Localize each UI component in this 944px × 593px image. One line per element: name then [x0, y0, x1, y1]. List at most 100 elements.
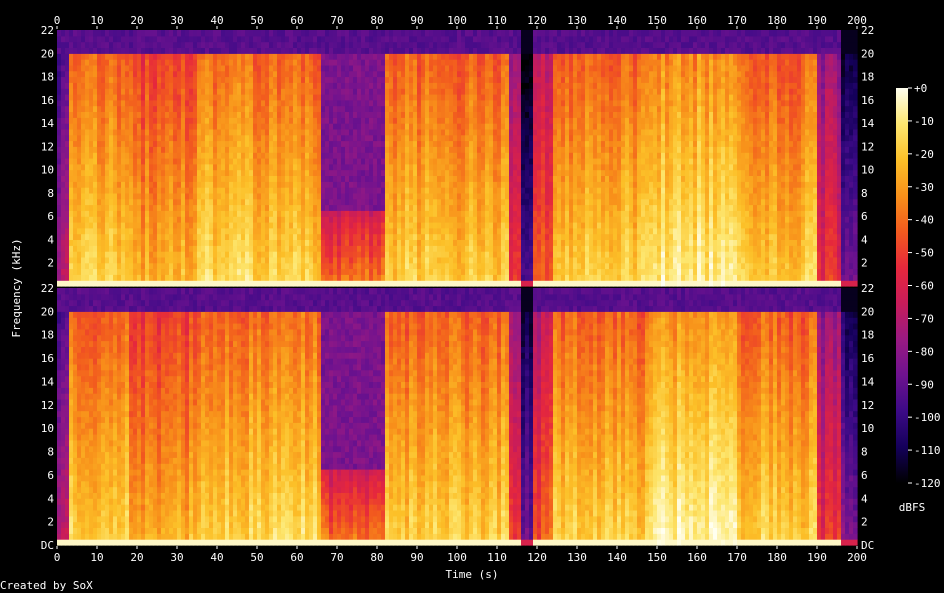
spectrogram-cell	[405, 42, 410, 48]
spectrogram-cell	[149, 199, 154, 205]
spectrogram-cell	[345, 123, 350, 129]
spectrogram-cell	[85, 141, 90, 147]
spectrogram-cell	[277, 263, 282, 269]
spectrogram-cell	[289, 112, 294, 118]
spectrogram-cell	[161, 141, 166, 147]
spectrogram-cell	[197, 77, 202, 83]
spectrogram-cell	[401, 251, 406, 257]
spectrogram-cell	[65, 187, 70, 193]
spectrogram-cell	[149, 42, 154, 48]
spectrogram-cell	[113, 193, 118, 199]
spectrogram-cell	[233, 280, 238, 286]
spectrogram-cell	[333, 30, 338, 36]
spectrogram-cell	[489, 30, 494, 36]
spectrogram-cell	[157, 164, 162, 170]
spectrogram-cell	[61, 129, 66, 135]
spectrogram-cell	[93, 117, 98, 123]
spectrogram-cell	[365, 181, 370, 187]
spectrogram-cell	[81, 164, 86, 170]
spectrogram-cell	[405, 257, 410, 263]
spectrogram-cell	[225, 187, 230, 193]
spectrogram-cell	[193, 53, 198, 59]
spectrogram-cell	[485, 245, 490, 251]
spectrogram-cell	[209, 30, 214, 36]
spectrogram-cell	[285, 280, 290, 286]
spectrogram-cell	[485, 199, 490, 205]
spectrogram-cell	[249, 141, 254, 147]
spectrogram-cell	[217, 117, 222, 123]
spectrogram-cell	[177, 176, 182, 182]
spectrogram-cell	[425, 257, 430, 263]
spectrogram-cell	[273, 257, 278, 263]
spectrogram-cell	[353, 141, 358, 147]
spectrogram-cell	[269, 269, 274, 275]
spectrogram-cell	[197, 123, 202, 129]
spectrogram-cell	[333, 240, 338, 246]
spectrogram-cell	[381, 158, 386, 164]
spectrogram-cell	[221, 187, 226, 193]
spectrogram-cell	[285, 257, 290, 263]
spectrogram-cell	[461, 135, 466, 141]
spectrogram-cell	[405, 222, 410, 228]
spectrogram-cell	[505, 274, 510, 280]
spectrogram-cell	[505, 245, 510, 251]
spectrogram-cell	[217, 240, 222, 246]
spectrogram-cell	[297, 129, 302, 135]
spectrogram-cell	[153, 181, 158, 187]
spectrogram-cell	[125, 158, 130, 164]
spectrogram-cell	[293, 129, 298, 135]
spectrogram-cell	[481, 59, 486, 65]
spectrogram-cell	[77, 240, 82, 246]
spectrogram-cell	[369, 164, 374, 170]
spectrogram-cell	[485, 36, 490, 42]
spectrogram-cell	[369, 30, 374, 36]
spectrogram-cell	[405, 187, 410, 193]
spectrogram-cell	[301, 146, 306, 152]
spectrogram-cell	[113, 141, 118, 147]
spectrogram-cell	[161, 30, 166, 36]
spectrogram-cell	[149, 269, 154, 275]
spectrogram-cell	[421, 42, 426, 48]
spectrogram-cell	[485, 117, 490, 123]
spectrogram-cell	[229, 94, 234, 100]
spectrogram-cell	[385, 77, 390, 83]
spectrogram-cell	[69, 269, 74, 275]
spectrogram-cell	[313, 48, 318, 54]
spectrogram-cell	[281, 59, 286, 65]
spectrogram-cell	[473, 117, 478, 123]
spectrogram-cell	[261, 135, 266, 141]
spectrogram-cell	[465, 222, 470, 228]
spectrogram-cell	[149, 30, 154, 36]
spectrogram-cell	[397, 181, 402, 187]
spectrogram-cell	[109, 141, 114, 147]
spectrogram-cell	[465, 170, 470, 176]
spectrogram-cell	[409, 187, 414, 193]
spectrogram-cell	[277, 71, 282, 77]
spectrogram-cell	[317, 106, 322, 112]
spectrogram-cell	[177, 170, 182, 176]
spectrogram-cell	[153, 146, 158, 152]
spectrogram-cell	[365, 222, 370, 228]
spectrogram-cell	[281, 77, 286, 83]
spectrogram-cell	[425, 158, 430, 164]
spectrogram-cell	[317, 42, 322, 48]
spectrogram-cell	[457, 193, 462, 199]
spectrogram-cell	[341, 251, 346, 257]
spectrogram-cell	[193, 216, 198, 222]
spectrogram-cell	[301, 234, 306, 240]
spectrogram-cell	[245, 222, 250, 228]
spectrogram-cell	[477, 88, 482, 94]
spectrogram-cell	[269, 141, 274, 147]
spectrogram-cell	[85, 193, 90, 199]
spectrogram-cell	[457, 59, 462, 65]
spectrogram-cell	[153, 141, 158, 147]
spectrogram-cell	[61, 193, 66, 199]
spectrogram-cell	[505, 216, 510, 222]
spectrogram-cell	[165, 263, 170, 269]
spectrogram-cell	[61, 176, 66, 182]
spectrogram-cell	[233, 100, 238, 106]
spectrogram-cell	[365, 77, 370, 83]
spectrogram-cell	[417, 65, 422, 71]
spectrogram-cell	[177, 158, 182, 164]
spectrogram-cell	[473, 251, 478, 257]
